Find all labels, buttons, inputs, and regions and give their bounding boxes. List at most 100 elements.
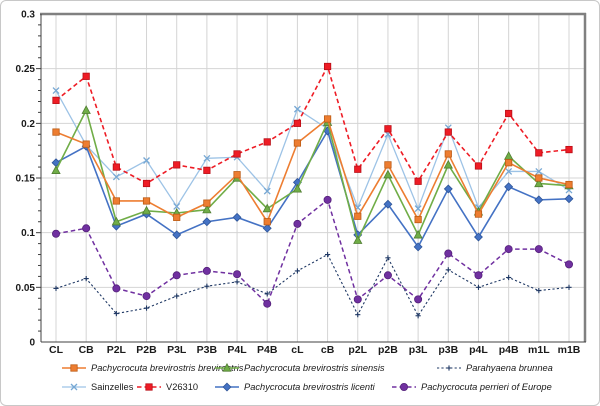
square-marker	[70, 364, 78, 372]
triangle-marker	[443, 159, 453, 169]
diamond-marker	[232, 212, 242, 222]
square-marker	[505, 159, 513, 167]
diamond-marker	[443, 184, 453, 194]
square-marker	[535, 149, 543, 157]
triangle-marker	[383, 169, 393, 179]
triangle-marker	[353, 235, 363, 244]
y-tick-label: 0.3	[21, 10, 35, 21]
square-marker	[535, 174, 543, 182]
series-line	[55, 64, 570, 185]
circle-marker	[112, 284, 121, 293]
square-marker	[444, 150, 452, 158]
circle-marker	[293, 219, 302, 228]
circle-marker	[142, 292, 151, 301]
circle-marker	[353, 295, 362, 304]
square-marker	[263, 138, 271, 146]
legend-item-pachycrocuta-brevirostris-brevirostris: Pachycrocuta brevirostris brevirostris	[61, 363, 243, 373]
circle-marker	[323, 195, 332, 204]
diamond-marker	[202, 217, 212, 227]
x-marker	[143, 157, 150, 164]
circle-marker	[383, 271, 392, 280]
x-category-label: CL	[49, 344, 64, 356]
legend-marker	[392, 383, 416, 391]
square-marker	[82, 72, 90, 80]
x-category-label: P3B	[197, 344, 218, 356]
legend-marker	[437, 365, 461, 371]
series-pachycrocuta-perrieri-of-europe	[52, 195, 574, 308]
square-marker	[82, 140, 90, 148]
legend-item-sainzelles: Sainzelles	[61, 382, 133, 392]
square-marker	[52, 96, 60, 104]
legend-item-pachycrocuta-perrieri-of-europe: Pachycrocuta perrieri of Europe	[391, 382, 552, 392]
legend-label: Pachycrocuta brevirostris licenti	[244, 382, 375, 392]
square-marker	[474, 210, 483, 218]
triangle-marker	[262, 203, 272, 213]
square-marker	[565, 180, 573, 189]
chart-legend: Pachycrocuta brevirostris brevirostris Pa…	[1, 359, 599, 405]
series-line	[55, 117, 570, 224]
triangle-marker	[292, 183, 303, 193]
series-line	[55, 107, 570, 243]
series-pachycrocuta-brevirostris-brevirostris	[52, 115, 573, 226]
square-marker	[173, 161, 181, 169]
square-marker	[505, 109, 513, 118]
circle-marker	[202, 266, 211, 275]
triangle-marker	[202, 204, 212, 214]
x-category-label: P3L	[167, 344, 187, 356]
x-marker	[52, 87, 60, 94]
square-marker	[414, 177, 422, 185]
x-category-label: p4B	[499, 344, 519, 356]
x-marker	[505, 167, 513, 175]
x-category-label: cL	[291, 344, 304, 356]
square-marker	[263, 218, 271, 226]
x-category-label: P2B	[136, 344, 157, 356]
square-marker	[565, 145, 573, 154]
legend-label: Sainzelles	[91, 382, 134, 392]
legend-item-pachycrocuta-brevirostris-sinensis: Pachycrocuta brevirostris sinensis	[214, 363, 385, 373]
x-category-label: P2L	[107, 344, 127, 356]
diamond-marker	[262, 223, 272, 233]
square-marker	[142, 179, 151, 188]
diamond-marker	[413, 242, 423, 252]
legend-item-v26310: V26310	[136, 382, 198, 392]
circle-marker	[565, 260, 574, 269]
y-tick-label: 0.1	[21, 228, 35, 239]
series-parahyaena-brunnea	[53, 251, 572, 319]
y-tick-label: 0.15	[16, 174, 36, 185]
triangle-marker	[503, 151, 514, 160]
series-line	[55, 198, 570, 306]
square-marker	[474, 162, 483, 170]
square-marker	[142, 197, 151, 205]
legend-marker	[62, 383, 86, 391]
x-category-label: p3B	[438, 344, 458, 356]
x-marker	[70, 383, 78, 391]
square-marker	[293, 119, 302, 127]
legend-marker	[62, 364, 86, 372]
diamond-marker	[474, 232, 483, 242]
series-v26310	[52, 62, 573, 188]
circle-marker	[52, 229, 61, 238]
legend-item-pachycrocuta-brevirostris-licenti: Pachycrocuta brevirostris licenti	[214, 382, 375, 392]
triangle-marker	[413, 229, 423, 239]
square-marker	[145, 383, 153, 391]
circle-marker	[474, 271, 483, 280]
circle-marker	[534, 245, 543, 254]
legend-label: V26310	[166, 382, 199, 392]
x-marker	[414, 205, 422, 213]
square-marker	[384, 125, 392, 133]
series-line	[55, 253, 570, 317]
triangle-marker	[81, 105, 91, 114]
square-marker	[354, 212, 362, 220]
circle-marker	[399, 383, 408, 391]
x-category-label: P4B	[257, 344, 278, 356]
legend-label: Pachycrocuta brevirostris brevirostris	[91, 363, 244, 373]
circle-marker	[172, 271, 181, 280]
square-marker	[293, 139, 302, 147]
series-line	[55, 128, 570, 249]
square-marker	[414, 215, 422, 224]
square-marker	[203, 199, 211, 207]
x-category-label: m1L	[528, 344, 550, 356]
square-marker	[323, 115, 332, 123]
circle-marker	[233, 270, 242, 279]
legend-item-parahyaena-brunnea: Parahyaena brunnea	[436, 363, 553, 373]
